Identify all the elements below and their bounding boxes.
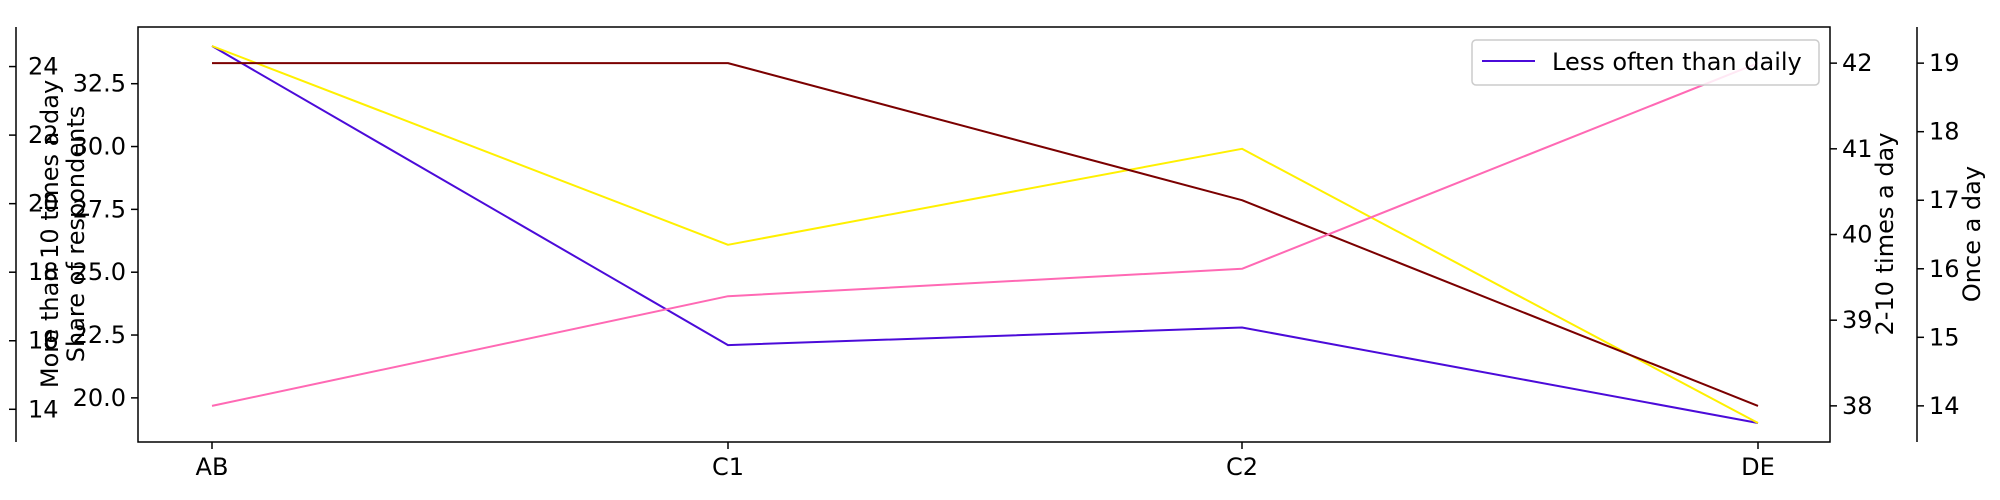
x-tick-label: DE xyxy=(1741,453,1775,481)
y-tick-label: 22 xyxy=(28,121,59,149)
y-tick-label: 15 xyxy=(1929,323,1960,351)
y-tick-label: 19 xyxy=(1929,49,1960,77)
y-tick-label: 40 xyxy=(1842,221,1873,249)
y-tick-label: 18 xyxy=(28,258,59,286)
y-tick-label: 14 xyxy=(28,395,59,423)
y-tick-label: 39 xyxy=(1842,306,1873,334)
y-axis-once: 14 15 16 17 18 19 Once a day xyxy=(1916,27,1986,442)
y-tick-label: 20.0 xyxy=(73,384,126,412)
y-axis-title: More than 10 times a day xyxy=(36,80,64,388)
legend: Less often than daily xyxy=(1471,39,1820,86)
y-tick-label: 38 xyxy=(1842,392,1873,420)
y-tick-label: 32.5 xyxy=(73,70,126,98)
y-tick-label: 20 xyxy=(28,190,59,218)
y-axis-title: 2-10 times a day xyxy=(1871,133,1899,336)
y-tick-label: 22.5 xyxy=(73,321,126,349)
series-line-more10 xyxy=(211,45,1759,424)
y-axes: 20.0 22.5 25.0 27.5 30.0 32.5 Share of respond… xyxy=(9,27,1986,442)
series-line-two10 xyxy=(212,62,1759,407)
legend-box xyxy=(1471,39,1820,86)
y-tick-label: 16 xyxy=(28,327,59,355)
y-tick-label: 18 xyxy=(1929,118,1960,146)
y-axis-title: Share of respondents xyxy=(62,106,90,363)
y-tick-label: 30.0 xyxy=(73,133,126,161)
y-axis-share: 20.0 22.5 25.0 27.5 30.0 32.5 Share of respond… xyxy=(62,70,138,412)
x-tick-label: AB xyxy=(196,453,229,481)
x-tick-label: C1 xyxy=(712,453,744,481)
y-tick-label: 14 xyxy=(1929,392,1960,420)
y-tick-label: 25.0 xyxy=(73,258,126,286)
x-axis: AB C1 C2 DE xyxy=(196,442,1775,481)
y-tick-label: 27.5 xyxy=(73,195,126,223)
y-tick-label: 42 xyxy=(1842,49,1873,77)
y-tick-label: 24 xyxy=(28,53,59,81)
x-tick-label: C2 xyxy=(1226,453,1258,481)
series-layer xyxy=(211,45,1759,424)
legend-label: Less often than daily xyxy=(1552,48,1802,76)
series-line-share xyxy=(211,45,1759,424)
y-tick-label: 17 xyxy=(1929,186,1960,214)
y-tick-label: 16 xyxy=(1929,255,1960,283)
y-axis-two10: 38 39 40 41 42 2-10 times a day xyxy=(1830,49,1899,420)
y-axis-title: Once a day xyxy=(1958,166,1986,302)
y-tick-label: 41 xyxy=(1842,135,1873,163)
series-line-once xyxy=(211,62,1759,407)
